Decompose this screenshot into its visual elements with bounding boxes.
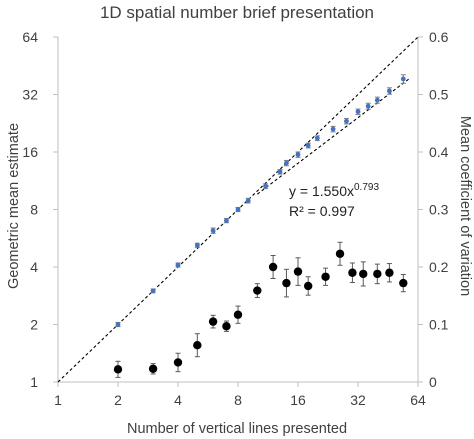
data-point: [293, 267, 303, 276]
series-layer: [113, 74, 408, 378]
y2-tick-label: 0: [429, 374, 437, 390]
y-tick-label: 2: [30, 317, 38, 333]
data-point: [400, 76, 406, 82]
data-point: [355, 109, 361, 115]
data-point: [222, 322, 231, 331]
data-point: [150, 288, 156, 294]
x-tick-label: 1: [54, 392, 62, 408]
chart-title: 1D spatial number brief presentation: [100, 3, 374, 22]
y-tick-label: 8: [30, 202, 38, 218]
x-axis-label: Number of vertical lines presented: [127, 421, 347, 437]
y2-tick-label: 0.2: [429, 259, 449, 275]
data-point: [330, 126, 336, 132]
y-axis-label: Geometric mean estimate: [6, 123, 22, 289]
data-point: [173, 358, 183, 367]
data-point: [115, 322, 121, 327]
data-point: [359, 269, 368, 279]
y2-axis-label: Mean coefficient of variation: [457, 116, 473, 296]
x-tick-label: 8: [234, 392, 242, 408]
data-point: [387, 88, 392, 94]
x-tick-label: 4: [174, 392, 182, 408]
x-tick-label: 16: [290, 392, 306, 408]
data-point: [335, 249, 345, 258]
y-tick-label: 4: [30, 259, 38, 275]
x-tick-label: 64: [410, 392, 426, 408]
series-coefficient_of_variation: [113, 241, 408, 378]
data-point: [235, 207, 241, 212]
data-point: [348, 268, 357, 277]
data-point: [284, 160, 289, 166]
data-point: [277, 169, 283, 175]
data-point: [253, 286, 262, 295]
power-fit-line: [256, 78, 410, 195]
data-point: [295, 152, 301, 158]
data-point: [374, 97, 380, 103]
data-point: [303, 281, 313, 291]
data-point: [193, 341, 202, 350]
data-point: [365, 103, 371, 109]
data-point: [321, 272, 330, 281]
fit-equation-prefix: y = 1.550x: [289, 183, 354, 199]
y2-tick-label: 0.6: [429, 29, 449, 45]
data-point: [224, 218, 229, 223]
data-point: [233, 310, 243, 319]
fit-equation-exponent: 0.793: [354, 182, 379, 193]
data-point: [385, 268, 394, 277]
data-point: [175, 262, 181, 268]
y2-tick-label: 0.5: [429, 87, 449, 103]
data-point: [305, 143, 311, 148]
data-point: [245, 198, 251, 204]
y-tick-label: 32: [22, 87, 38, 103]
y-tick-label: 16: [22, 144, 38, 160]
data-point: [268, 262, 278, 272]
data-point: [148, 364, 158, 373]
data-point: [210, 228, 216, 234]
data-point: [399, 278, 408, 288]
data-point: [282, 278, 291, 288]
fit-r-squared: R² = 0.997: [289, 203, 355, 219]
data-point: [373, 269, 382, 279]
y-tick-label: 1: [30, 374, 38, 390]
data-point: [263, 183, 268, 189]
y2-tick-label: 0.1: [429, 317, 449, 333]
data-point: [344, 118, 349, 124]
x-tick-label: 32: [350, 392, 366, 408]
fit-equation: y = 1.550x0.793 R² = 0.997: [289, 182, 379, 219]
fit-equation-text: y = 1.550x0.793: [289, 182, 379, 199]
data-point: [194, 242, 200, 248]
data-point: [208, 317, 218, 326]
data-point: [113, 365, 123, 374]
y2-tick-label: 0.4: [429, 144, 449, 160]
series-estimate: [115, 74, 406, 328]
data-point: [314, 135, 320, 141]
y-tick-label: 64: [22, 29, 38, 45]
x-tick-label: 2: [114, 392, 122, 408]
y2-tick-label: 0.3: [429, 202, 449, 218]
